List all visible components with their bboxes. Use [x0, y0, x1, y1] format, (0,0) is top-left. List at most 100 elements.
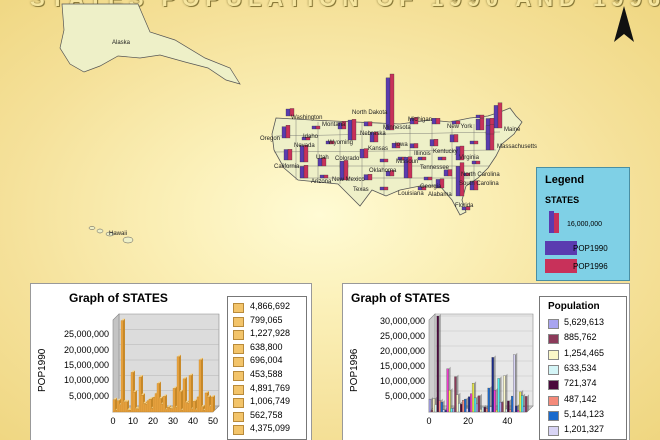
bar: [178, 389, 183, 413]
map-bar-pop1996: [421, 156, 427, 161]
legend-swatch: [233, 384, 244, 395]
bar: [112, 397, 117, 413]
map-bar-pop1996: [435, 118, 441, 125]
map-bar-pop1996: [285, 125, 291, 139]
state-label: Georgia: [420, 184, 442, 190]
map-bar-pop1996: [479, 118, 485, 131]
map-bar-pop1996: [465, 172, 471, 177]
state-label: California: [274, 164, 300, 170]
north-arrow: [612, 4, 636, 49]
state-label: Idaho: [303, 134, 319, 140]
state-label: Utah: [316, 155, 329, 161]
state-label: Oregon: [260, 136, 281, 142]
map-bar-symbol: [339, 160, 349, 181]
x-tick-label: 0: [426, 416, 432, 426]
state-label: North Dakota: [352, 110, 388, 116]
map-bar-pop1996: [455, 120, 461, 125]
map-bar-symbol: [403, 156, 413, 179]
state-label: New York: [447, 124, 473, 130]
map-bar-symbol: [417, 186, 427, 191]
map-bar-pop1996: [441, 156, 447, 161]
map-bar-symbol: [359, 148, 369, 159]
bar: [513, 352, 518, 413]
map-bar-symbol: [443, 169, 453, 177]
map-bar-pop1996: [421, 186, 427, 191]
map-bar-pop1990: [347, 119, 353, 141]
legend-value: 696,004: [250, 355, 283, 366]
legend-label-pop1990: POP1990: [573, 244, 608, 253]
state-label: Minnesota: [383, 125, 411, 131]
state-label: Wyoming: [328, 140, 353, 146]
map-bar-pop1990: [417, 156, 423, 161]
map-bar-pop1996: [305, 136, 311, 141]
bar: [448, 388, 453, 413]
y-tick-label: 5,000,000: [384, 391, 425, 401]
map-bar-symbol: [493, 102, 503, 129]
state-label: Arizona: [311, 179, 332, 185]
map-bar-pop1996: [303, 145, 309, 163]
x-tick-label: 50: [207, 416, 218, 426]
legend-value: 1,227,928: [250, 328, 291, 339]
state-label: North Carolina: [461, 172, 500, 178]
legend-swatch: [233, 371, 244, 381]
bar: [198, 357, 203, 413]
y-tick-label: 20,000,000: [63, 344, 109, 355]
state-label: Tennessee: [420, 165, 450, 171]
x-tick-label: 20: [463, 416, 474, 426]
map-bar-pop1990: [469, 140, 475, 145]
map-bar-symbol: [475, 114, 485, 119]
map-bar-symbol: [363, 121, 373, 127]
state-label: Virginia: [459, 155, 479, 161]
map-bar-pop1990: [429, 139, 435, 147]
map-bar-symbol: [423, 176, 433, 181]
legend-swatch: [233, 425, 244, 436]
map-bar-symbol: [385, 73, 395, 131]
map-bar-symbol: [409, 143, 419, 149]
map-bar-pop1996: [413, 117, 419, 125]
map-bar-symbol: [317, 157, 327, 167]
map-bar-pop1996: [407, 156, 413, 179]
map-bar-symbol: [285, 108, 295, 117]
map-bar-pop1990: [359, 148, 365, 159]
map-bar-pop1996: [497, 102, 503, 129]
legend-value: 1,006,749: [250, 396, 291, 407]
legend-layer-name: STATES: [545, 195, 580, 205]
map-bar-pop1996: [475, 160, 481, 165]
state-label: Michigan: [408, 117, 433, 123]
legend-swatch: [548, 364, 559, 375]
legend-swatch: [233, 330, 244, 341]
graph-left-title: Graph of STATES: [69, 291, 168, 305]
map-bar-symbol: [471, 160, 481, 165]
map-bar-pop1996: [473, 140, 479, 145]
map-bar-pop1996: [341, 121, 347, 130]
state-label: Maine: [504, 127, 521, 133]
map-bar-pop1996: [383, 186, 389, 191]
map-bar-pop1990: [475, 114, 481, 119]
bar: [162, 394, 167, 413]
map-bar-pop1996: [351, 119, 357, 141]
map-bar-pop1996: [465, 206, 471, 211]
map-bar-pop1990: [437, 156, 443, 161]
map-bar-pop1996: [433, 139, 439, 147]
map-bar-symbol: [469, 140, 479, 145]
graph-right-legend-title: Population: [548, 301, 600, 312]
y-tick-label: 20,000,000: [379, 346, 425, 356]
map-bar-pop1990: [485, 118, 491, 151]
state-label: Alaska: [112, 40, 131, 46]
north-arrow-icon: [614, 6, 634, 42]
map-bar-symbol: [311, 125, 321, 130]
x-tick-label: 0: [110, 416, 116, 426]
alaska-shape: [59, 3, 241, 85]
map-bar-pop1996: [389, 170, 395, 177]
map-bar-pop1990: [423, 176, 429, 181]
bar: [493, 388, 498, 413]
state-label: Texas: [353, 187, 369, 193]
map-bar-symbol: [363, 174, 373, 181]
map-bar-symbol: [385, 170, 395, 177]
state-label: Missouri: [396, 159, 419, 165]
map-bar-symbol: [431, 118, 441, 125]
bar: [477, 393, 482, 413]
state-label: Oklahoma: [369, 168, 397, 174]
map-bar-pop1996: [343, 160, 349, 181]
